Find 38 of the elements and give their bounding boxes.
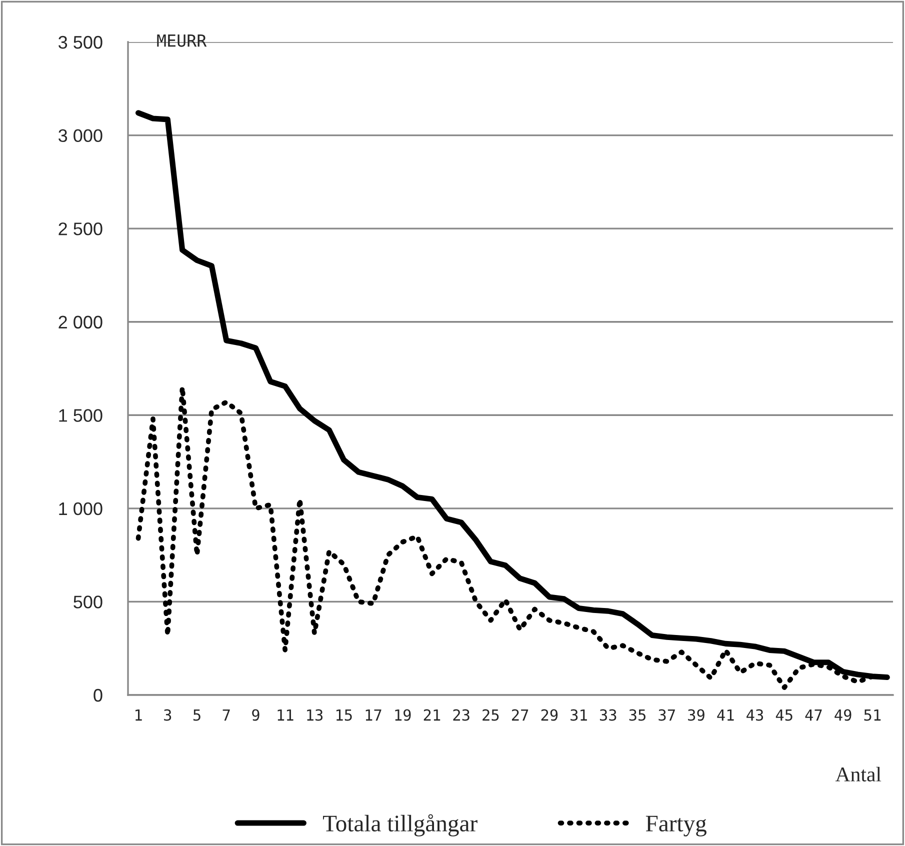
x-tick-label: 1 <box>136 709 142 721</box>
x-tick-label: 17 <box>366 709 382 721</box>
x-tick-label: 27 <box>512 709 528 721</box>
x-tick-label: 5 <box>193 709 200 721</box>
x-tick-label: 47 <box>805 709 822 721</box>
x-tick-label: 33 <box>600 709 616 721</box>
x-tick-label: 3 <box>164 709 172 721</box>
x-tick-label: 51 <box>864 709 881 721</box>
y-tick-label: 2 000 <box>58 316 102 329</box>
x-tick-label: 29 <box>541 709 558 721</box>
x-tick-label: 11 <box>278 709 294 721</box>
x-tick-label: 23 <box>453 709 470 721</box>
y-tick-label: 1 000 <box>59 502 102 516</box>
y-tick-label: 0 <box>94 688 102 702</box>
x-tick-label: 25 <box>482 709 499 721</box>
x-tick-label: 37 <box>658 709 675 721</box>
legend-label: Fartyg <box>646 816 706 836</box>
x-tick-label: 19 <box>395 709 411 721</box>
y-axis-title: MEURR <box>157 34 207 47</box>
y-tick-label: 3 500 <box>58 36 102 49</box>
y-tick-label: 500 <box>74 596 102 608</box>
x-tick-label: 39 <box>688 709 704 721</box>
y-tick-label: 1 500 <box>59 409 102 422</box>
y-tick-label: 3 000 <box>58 129 102 142</box>
x-tick-label: 7 <box>222 709 230 721</box>
x-tick-label: 41 <box>717 709 734 721</box>
x-tick-label: 9 <box>252 709 260 721</box>
x-tick-label: 13 <box>307 709 323 721</box>
x-tick-label: 31 <box>570 709 587 721</box>
x-tick-label: 43 <box>746 709 764 721</box>
x-tick-label: 21 <box>424 709 440 721</box>
x-tick-label: 35 <box>629 709 646 721</box>
legend-label: Totala tillgångar <box>323 814 478 836</box>
y-tick-label: 2 500 <box>58 222 102 236</box>
x-tick-label: 49 <box>834 709 852 721</box>
x-tick-label: 15 <box>336 709 352 721</box>
x-axis-title: Antal <box>835 766 882 782</box>
x-tick-label: 45 <box>776 709 792 721</box>
